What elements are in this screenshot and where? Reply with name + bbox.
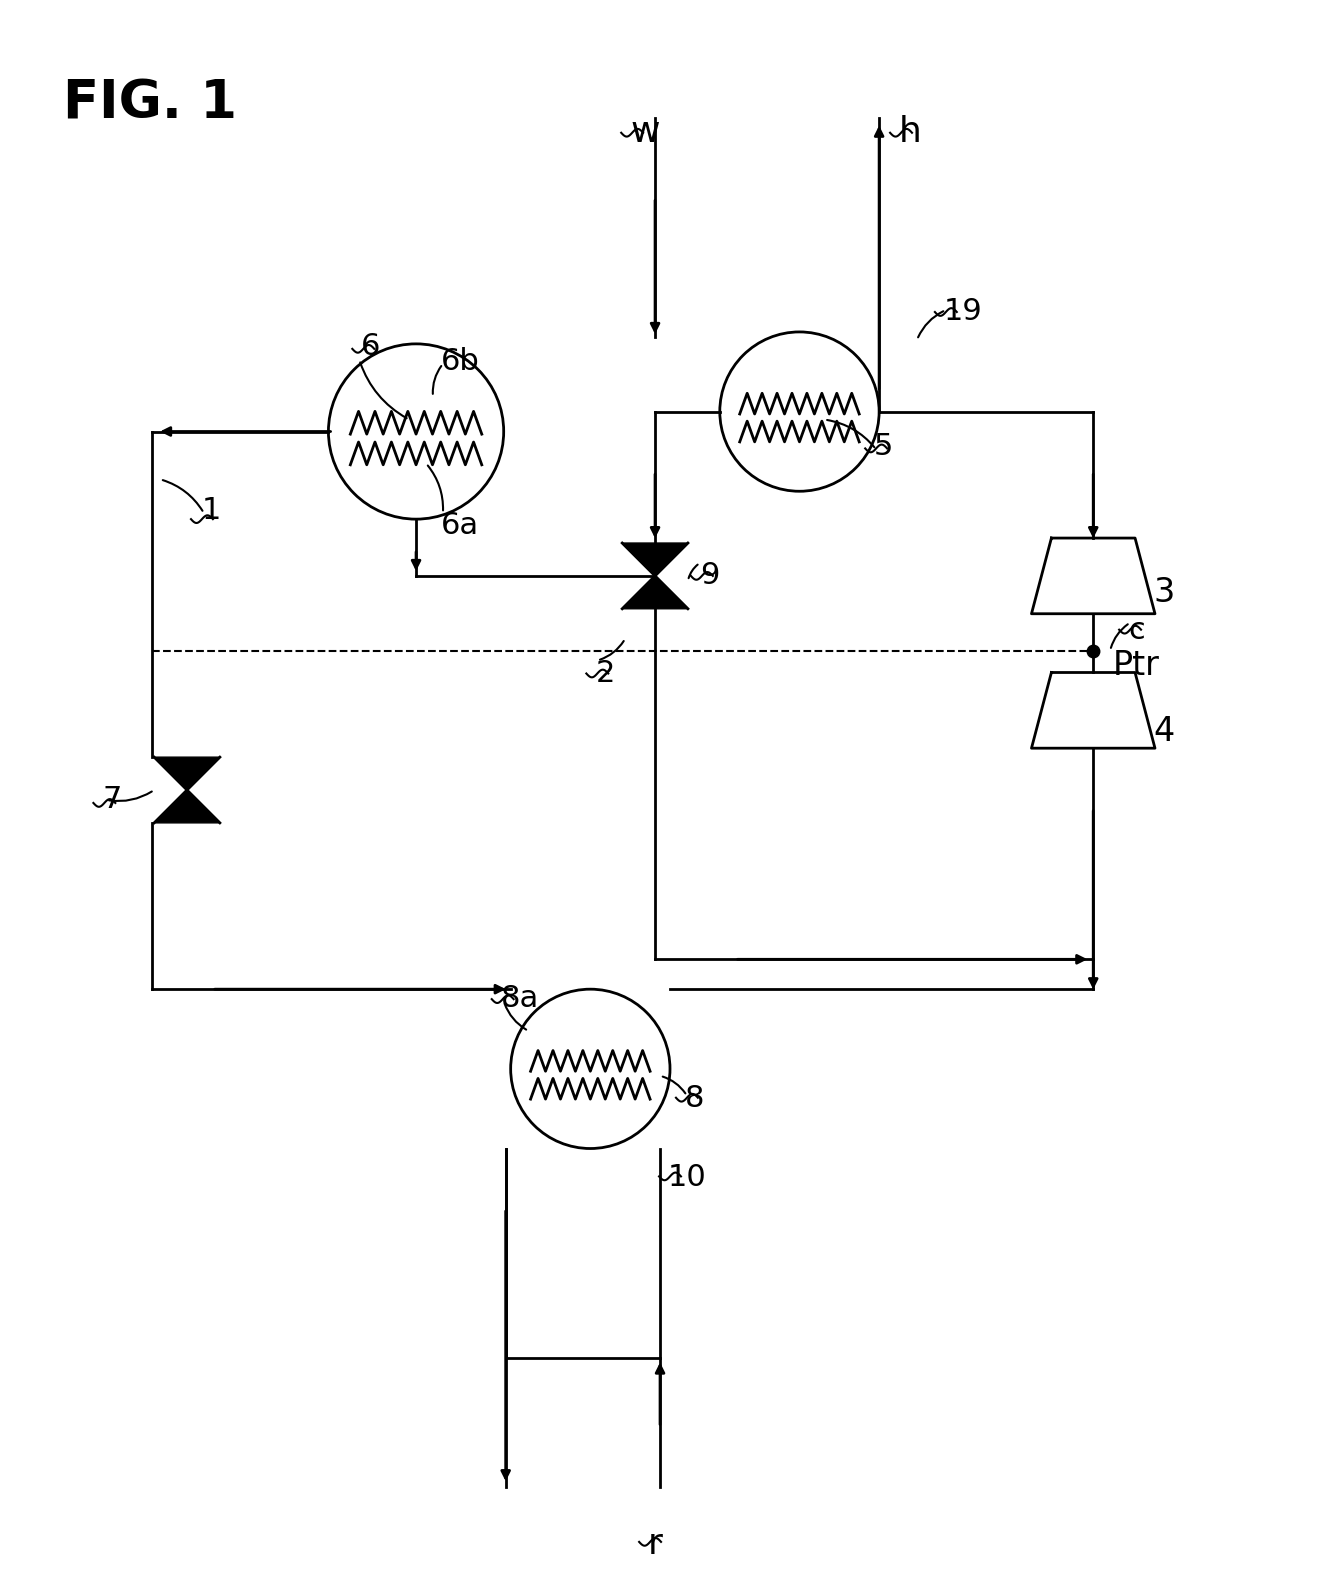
Text: h: h bbox=[898, 114, 923, 149]
Polygon shape bbox=[623, 575, 688, 609]
Text: 7: 7 bbox=[102, 785, 122, 815]
Text: r: r bbox=[648, 1526, 663, 1561]
Text: 5: 5 bbox=[874, 431, 893, 461]
Polygon shape bbox=[154, 789, 220, 823]
Text: 8: 8 bbox=[686, 1084, 704, 1113]
Text: 9: 9 bbox=[700, 561, 719, 590]
Text: Ptr: Ptr bbox=[1113, 648, 1160, 682]
Text: 10: 10 bbox=[668, 1163, 707, 1192]
Text: 6a: 6a bbox=[441, 512, 479, 540]
Text: 6b: 6b bbox=[441, 347, 479, 376]
Text: 3: 3 bbox=[1153, 575, 1174, 609]
Text: 19: 19 bbox=[944, 296, 983, 327]
Polygon shape bbox=[623, 544, 688, 575]
Text: 4: 4 bbox=[1153, 715, 1174, 748]
Text: w: w bbox=[631, 114, 660, 149]
Polygon shape bbox=[154, 758, 220, 789]
Text: 8a: 8a bbox=[501, 984, 540, 1013]
Text: 2: 2 bbox=[596, 658, 615, 688]
Text: c: c bbox=[1127, 615, 1145, 645]
Text: 1: 1 bbox=[202, 496, 221, 525]
Text: 6: 6 bbox=[362, 331, 380, 361]
Text: FIG. 1: FIG. 1 bbox=[63, 78, 237, 130]
